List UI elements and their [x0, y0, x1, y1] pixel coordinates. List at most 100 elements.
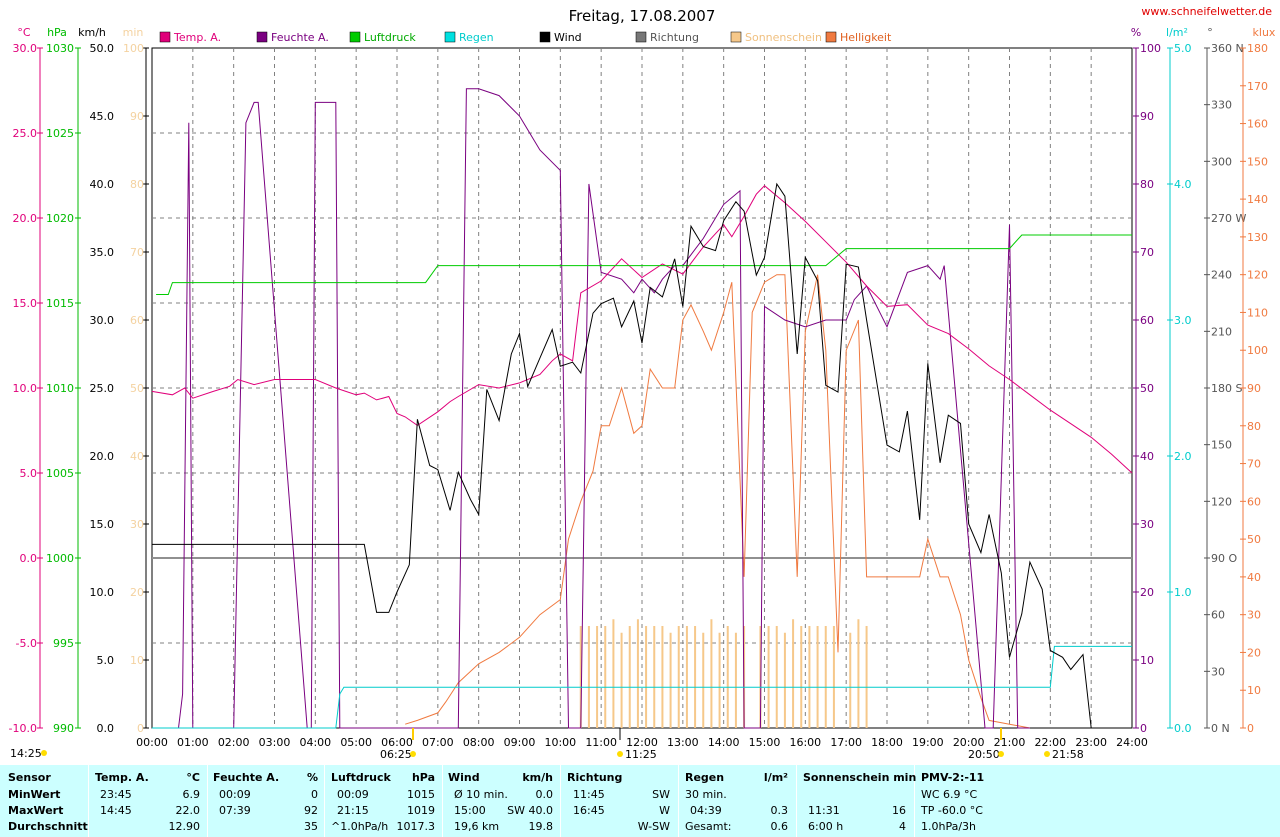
x-tick-label: 24:00	[1116, 736, 1148, 749]
rain-axis-tick-label: 0.0	[1174, 722, 1192, 735]
brightness-axis-tick-label: 50	[1247, 533, 1261, 546]
stats-humidity-time: 00:09	[219, 788, 251, 801]
legend-swatch	[159, 31, 171, 43]
stats-sun-time: 11:31	[808, 804, 840, 817]
temp-axis-unit: °C	[17, 26, 31, 39]
direction-axis-tick-label: 30	[1211, 665, 1225, 678]
stats-direction-value: W-SW	[637, 820, 670, 833]
humidity-axis-tick-label: 20	[1140, 586, 1154, 599]
stats-humidity-value: 35	[304, 820, 318, 833]
stats-pressure-time: 21:15	[337, 804, 369, 817]
x-tick-label: 04:00	[299, 736, 331, 749]
stats-wind-time: 19,6 km	[454, 820, 500, 833]
stats-sun-value: 4	[899, 820, 906, 833]
stats-header-wind: Wind	[448, 771, 480, 784]
direction-axis-unit: °	[1207, 26, 1213, 39]
legend-label: Wind	[554, 31, 582, 44]
chart-axes: 30.025.020.015.010.05.00.0-5.0-10.0°C103…	[9, 26, 1276, 735]
stats-pressure-value: 1015	[407, 788, 435, 801]
direction-axis-tick-label: 300	[1211, 155, 1232, 168]
stats-pmv-value: TP -60.0 °C	[921, 804, 983, 817]
x-axis-labels: 00:00 01:00 02:00 03:00 04:00 05:00 06:00 07:00…	[136, 736, 1148, 749]
x-tick-label: 06:00	[381, 736, 413, 749]
pressure-axis-tick-label: 995	[53, 637, 74, 650]
sunshine-axis-tick-label: 70	[130, 246, 144, 259]
sunshine-axis-tick-label: 40	[130, 450, 144, 463]
stats-direction-value: W	[659, 804, 670, 817]
stats-header-pmv: PMV-2:-11	[921, 771, 985, 784]
statistics-table: Sensor Temp. A. °C Feuchte A. % Luftdruc…	[0, 765, 1280, 837]
temp-axis-tick-label: 25.0	[13, 127, 38, 140]
chart-legend: Temp. A. Feuchte A. Luftdruck Regen Wind Rich…	[159, 31, 892, 44]
wind-axis-tick-label: 40.0	[90, 178, 115, 191]
brightness-axis-tick-label: 40	[1247, 571, 1261, 584]
stats-wind-value: 0.0	[535, 788, 554, 801]
moon-time-label: 21:58	[1052, 748, 1084, 761]
stats-header-pressure: Luftdruck	[331, 771, 391, 784]
direction-axis-tick-label: 270 W	[1211, 212, 1246, 225]
humidity-axis-tick-label: 30	[1140, 518, 1154, 531]
stats-rain-time: Gesamt:	[685, 820, 732, 833]
humidity-axis-tick-label: 100	[1140, 42, 1161, 55]
x-tick-label: 08:00	[463, 736, 495, 749]
stats-humidity-value: 92	[304, 804, 318, 817]
x-tick-label: 02:00	[218, 736, 250, 749]
legend-label: Regen	[459, 31, 494, 44]
stats-rain-value: 0.6	[770, 820, 789, 833]
stats-header-pressure-unit: hPa	[411, 771, 435, 784]
humidity-axis-tick-label: 80	[1140, 178, 1154, 191]
stats-temp-value: 22.0	[175, 804, 201, 817]
brightness-axis-tick-label: 70	[1247, 458, 1261, 471]
wind-axis-unit: km/h	[78, 26, 106, 39]
pressure-axis-tick-label: 1000	[46, 552, 74, 565]
brightness-axis-tick-label: 140	[1247, 193, 1268, 206]
humidity-axis-unit: %	[1131, 26, 1141, 39]
legend-swatch	[256, 31, 268, 43]
direction-axis-tick-label: 0 N	[1211, 722, 1230, 735]
stats-pressure-time: ^1.0hPa/h	[331, 820, 389, 833]
direction-axis-tick-label: 60	[1211, 609, 1225, 622]
x-tick-label: 14:00	[708, 736, 740, 749]
sunshine-axis-tick-label: 100	[123, 42, 144, 55]
sunshine-axis-tick-label: 20	[130, 586, 144, 599]
brightness-axis-tick-label: 90	[1247, 382, 1261, 395]
pressure-axis-tick-label: 1030	[46, 42, 74, 55]
stats-temp-value: 6.9	[182, 788, 201, 801]
stats-temp-time: 14:45	[100, 804, 132, 817]
pressure-axis-tick-label: 1015	[46, 297, 74, 310]
temperature-line	[151, 185, 1133, 474]
brightness-axis-unit: klux	[1253, 26, 1276, 39]
wind-line	[152, 182, 1132, 729]
pressure-axis-unit: hPa	[47, 26, 67, 39]
wind-axis-tick-label: 30.0	[90, 314, 115, 327]
stats-header-wind-unit: km/h	[522, 771, 553, 784]
brightness-axis-tick-label: 100	[1247, 344, 1268, 357]
website-link[interactable]: www.schneifelwetter.de	[1141, 5, 1272, 18]
stats-pressure-time: 00:09	[337, 788, 369, 801]
stats-wind-time: Ø 10 min.	[454, 788, 508, 801]
brightness-axis-tick-label: 120	[1247, 269, 1268, 282]
sunrise-icon	[410, 751, 416, 757]
sun-icon	[41, 750, 47, 756]
stats-header-sensor: Sensor	[8, 771, 51, 784]
noon-sun-icon	[617, 751, 623, 757]
brightness-axis-tick-label: 110	[1247, 306, 1268, 319]
sunshine-axis-tick-label: 80	[130, 178, 144, 191]
legend-label: Richtung	[650, 31, 699, 44]
direction-axis-tick-label: 150	[1211, 439, 1232, 452]
rain-line	[152, 645, 1132, 729]
legend-swatch	[444, 31, 456, 43]
humidity-axis-tick-label: 90	[1140, 110, 1154, 123]
x-tick-label: 22:00	[1034, 736, 1066, 749]
stats-pressure-value: 1017.3	[396, 820, 436, 833]
direction-axis-tick-label: 120	[1211, 495, 1232, 508]
stats-header-direction: Richtung	[567, 771, 623, 784]
brightness-axis-tick-label: 60	[1247, 495, 1261, 508]
stats-temp-time: 23:45	[100, 788, 132, 801]
pressure-axis-tick-label: 1025	[46, 127, 74, 140]
legend-swatch	[635, 31, 647, 43]
brightness-axis-tick-label: 150	[1247, 155, 1268, 168]
stats-row-label: MinWert	[8, 788, 61, 801]
x-tick-label: 05:00	[340, 736, 372, 749]
temp-axis-tick-label: 5.0	[20, 467, 38, 480]
